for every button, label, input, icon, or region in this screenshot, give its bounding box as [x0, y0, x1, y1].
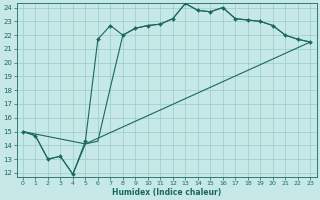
X-axis label: Humidex (Indice chaleur): Humidex (Indice chaleur) — [112, 188, 221, 197]
